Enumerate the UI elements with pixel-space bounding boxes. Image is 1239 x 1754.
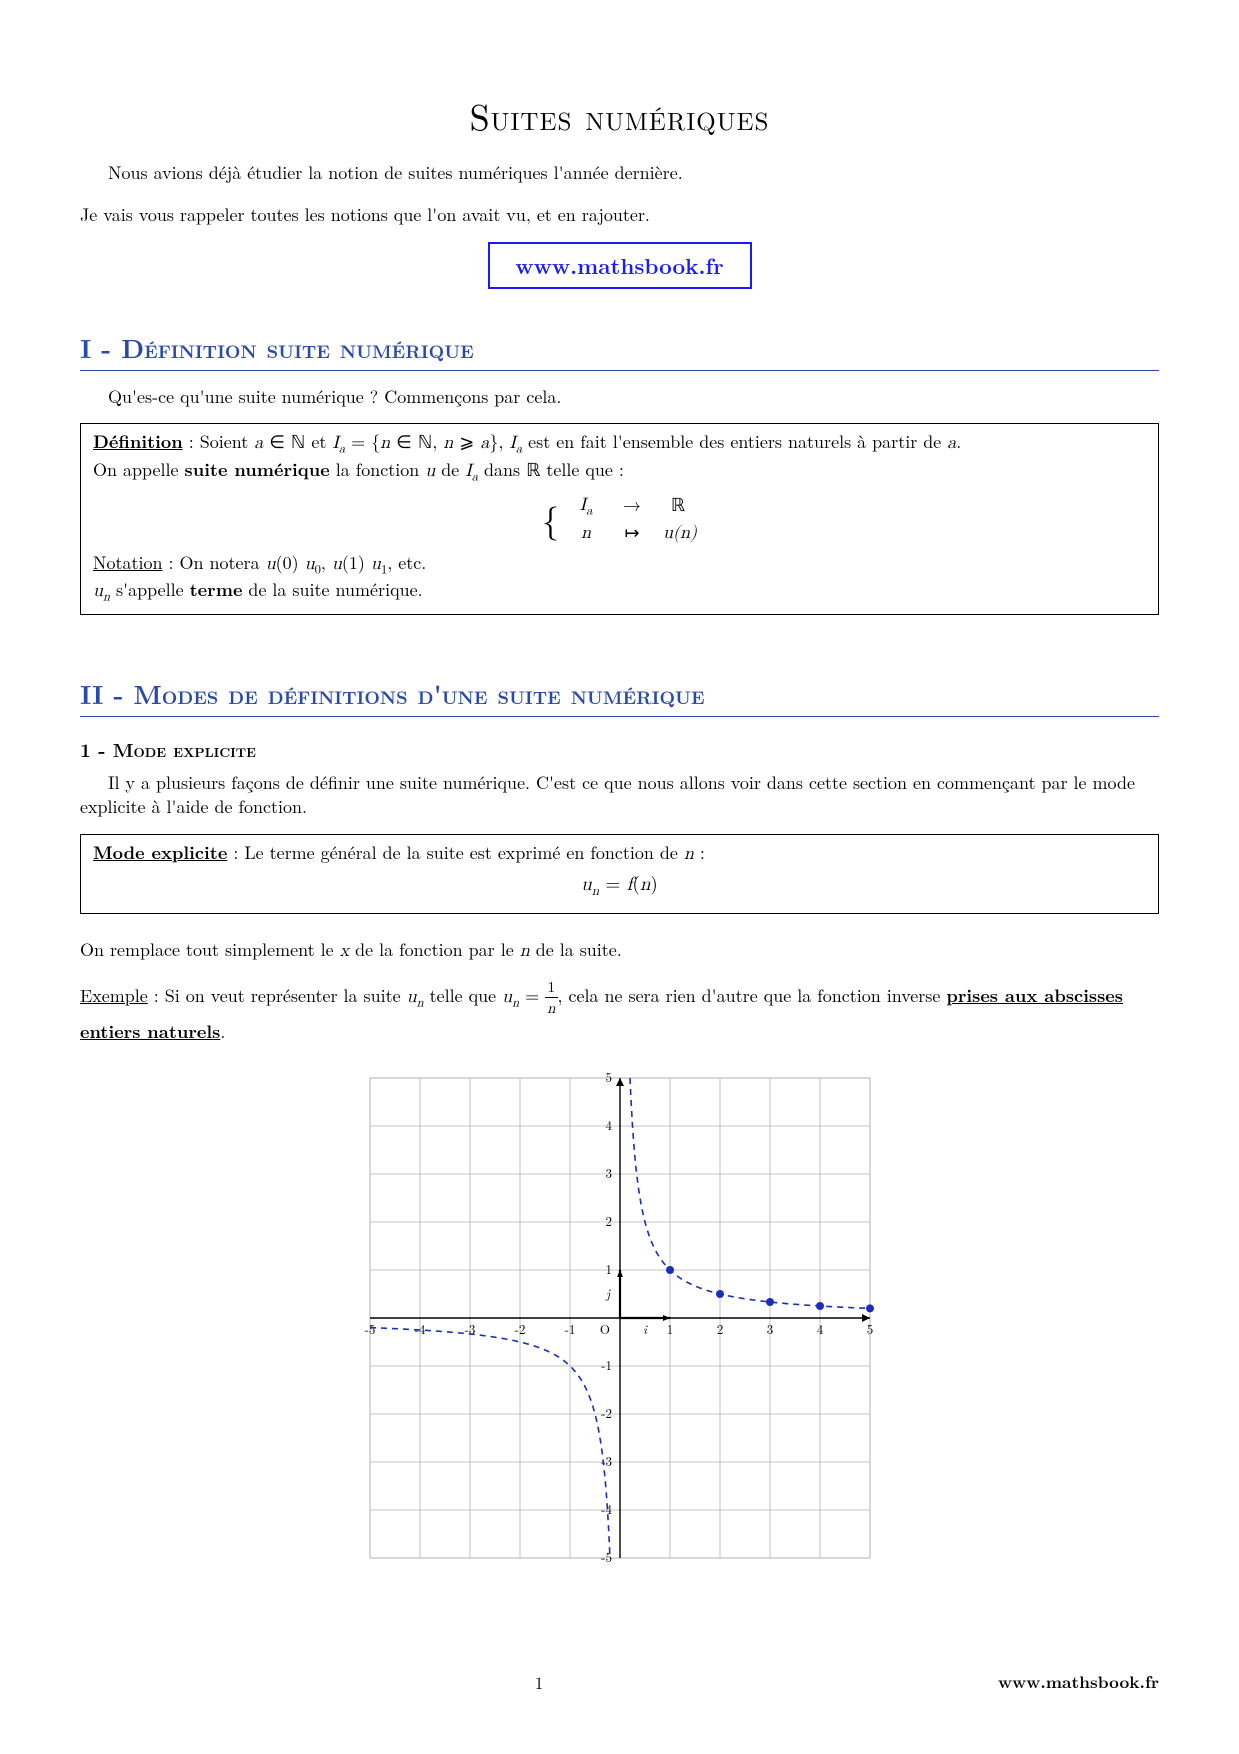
svg-text:2: 2 [716, 1319, 723, 1338]
page: Suites numériques Nous avions déjà étudi… [0, 0, 1239, 1754]
svg-text:5: 5 [605, 1067, 612, 1086]
intro-line-1: Nous avions déjà étudier la notion de su… [80, 161, 1159, 185]
definition-line-2: On appelle suite numérique la fonction u… [93, 458, 1146, 487]
example-label: Exemple [80, 983, 148, 1008]
mode-explicite-box: Mode explicite : Le terme général de la … [80, 834, 1159, 914]
subsection-1-para: Il y a plusieurs façons de définir une s… [80, 771, 1159, 820]
svg-text:-2: -2 [514, 1319, 525, 1338]
notation-body: On notera u(0) u0, u(1) u1, etc. [180, 550, 427, 575]
section-2-heading: II - Modes de définitions d'une suite nu… [80, 675, 1159, 717]
page-number: 1 [80, 1670, 998, 1694]
svg-text:-4: -4 [414, 1319, 425, 1338]
svg-text:1: 1 [666, 1319, 673, 1338]
map-r1c2: → [617, 493, 647, 521]
notation-line-2: un s'appelle terme de la suite numérique… [93, 578, 1146, 607]
mode-explicite-line: Mode explicite : Le terme général de la … [93, 841, 1146, 866]
map-r2c3: u(n) [663, 521, 697, 545]
map-r2c2: ↦ [617, 521, 647, 545]
svg-text:-1: -1 [601, 1355, 612, 1374]
svg-text:4: 4 [816, 1319, 823, 1338]
map-r2c1: n [571, 521, 601, 545]
map-r1c1: Ia [571, 493, 601, 521]
svg-text:1: 1 [605, 1259, 612, 1278]
svg-text:3: 3 [605, 1163, 612, 1182]
definition-box: Définition : Soient a ∈ ℕ et Ia = {n ∈ ℕ… [80, 423, 1159, 615]
example-body: Si on veut représenter la suite un telle… [80, 983, 1123, 1043]
page-title: Suites numériques [80, 90, 1159, 141]
notation-line: Notation : On notera u(0) u0, u(1) u1, e… [93, 551, 1146, 578]
svg-text:-2: -2 [601, 1403, 612, 1422]
subsection-1-heading: 1 - Mode explicite [80, 735, 1159, 763]
chart-container: -5-4-3-2-112345-5-4-3-2-112345Oi⃗j⃗ [80, 1058, 1159, 1578]
mode-explicite-label: Mode explicite [93, 840, 227, 865]
section-1-lead: Qu'es-ce qu'une suite numérique ? Commen… [80, 385, 1159, 409]
example-para: Exemple : Si on veut représenter la suit… [80, 977, 1159, 1044]
after-box-para: On remplace tout simplement le x de la f… [80, 938, 1159, 963]
svg-text:4: 4 [605, 1115, 612, 1134]
mapping: { Ia → ℝ n ↦ u(n) [93, 493, 1146, 545]
svg-text:3: 3 [766, 1319, 773, 1338]
definition-label: Définition [93, 429, 183, 454]
definition-body-1: Soient a ∈ ℕ et Ia = {n ∈ ℕ, n ⩾ a}, Ia … [200, 429, 962, 454]
site-link[interactable]: www.mathsbook.fr [488, 242, 752, 289]
definition-line-1: Définition : Soient a ∈ ℕ et Ia = {n ∈ ℕ… [93, 430, 1146, 459]
svg-text:-1: -1 [564, 1319, 575, 1338]
notation-label: Notation [93, 550, 163, 575]
section-1-heading: I - Définition suite numérique [80, 329, 1159, 371]
mode-explicite-body: Le terme général de la suite est exprimé… [244, 840, 705, 865]
intro-line-2: Je vais vous rappeler toutes les notions… [80, 203, 1159, 227]
footer-site: www.mathsbook.fr [998, 1670, 1159, 1694]
page-footer: 1 www.mathsbook.fr [80, 1670, 1159, 1694]
svg-text:O: O [599, 1319, 609, 1338]
mode-explicite-equation: un = f(n) [93, 870, 1146, 901]
svg-text:5: 5 [866, 1319, 873, 1338]
map-r1c3: ℝ [663, 493, 693, 521]
svg-text:2: 2 [605, 1211, 612, 1230]
brace-icon: { [542, 494, 565, 542]
inverse-function-chart: -5-4-3-2-112345-5-4-3-2-112345Oi⃗j⃗ [350, 1058, 890, 1578]
